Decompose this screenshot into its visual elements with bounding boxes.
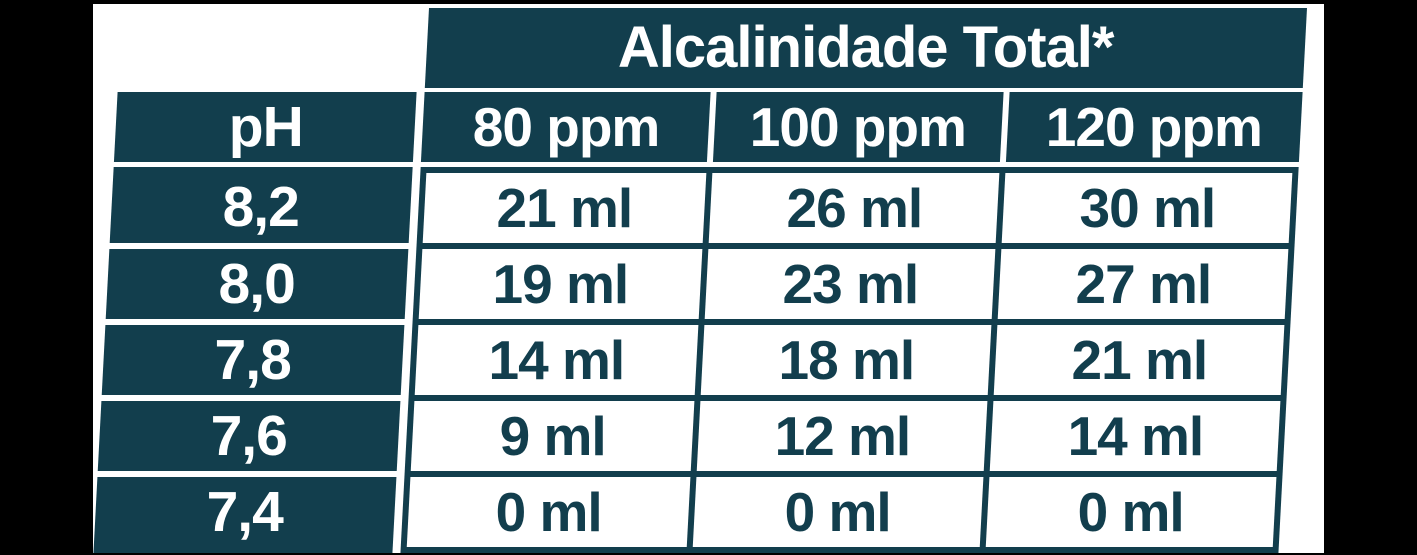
dose-value: 30 ml — [1079, 177, 1215, 239]
table-cell: 18 ml — [700, 325, 992, 395]
dose-value: 0 ml — [1078, 481, 1185, 543]
dose-value: 12 ml — [774, 405, 910, 467]
column-header-80ppm: 80 ppm — [420, 92, 711, 162]
table-cell: 9 ml — [410, 401, 695, 471]
table-cell: 21 ml — [422, 173, 707, 243]
column-header-120ppm: 120 ppm — [1005, 92, 1303, 162]
table-cell: 19 ml — [418, 249, 703, 319]
dosage-table: Alcalinidade Total* pH 80 ppm 100 ppm 12… — [93, 8, 1315, 553]
table-cell: 12 ml — [696, 401, 988, 471]
table-cell: 26 ml — [708, 173, 1000, 243]
column-header-80ppm-label: 80 ppm — [472, 96, 660, 158]
table-cell: 23 ml — [704, 249, 996, 319]
column-header-120ppm-label: 120 ppm — [1046, 96, 1263, 158]
ph-value: 8,2 — [222, 175, 300, 239]
column-header-100ppm: 100 ppm — [712, 92, 1004, 162]
dose-value: 14 ml — [1067, 405, 1203, 467]
dose-value: 0 ml — [495, 481, 602, 543]
span-header-alcalinidade-total: Alcalinidade Total* — [424, 8, 1307, 88]
ph-cell-7-8: 7,8 — [101, 325, 405, 395]
dose-value: 0 ml — [785, 481, 892, 543]
table-cell: 0 ml — [985, 477, 1277, 547]
ph-value: 7,8 — [214, 328, 292, 392]
ph-cell-8-2: 8,2 — [109, 167, 413, 243]
ph-cell-7-4: 7,4 — [93, 477, 397, 553]
dose-value: 9 ml — [499, 405, 606, 467]
table-background: Alcalinidade Total* pH 80 ppm 100 ppm 12… — [93, 4, 1324, 553]
table-cell: 21 ml — [993, 325, 1285, 395]
dose-value: 21 ml — [496, 177, 633, 239]
dose-value: 23 ml — [782, 253, 918, 315]
dose-value: 18 ml — [778, 329, 914, 391]
dose-value: 14 ml — [488, 329, 625, 391]
table-cell: 0 ml — [692, 477, 984, 547]
table-cell: 30 ml — [1001, 173, 1293, 243]
column-header-100ppm-label: 100 ppm — [750, 96, 967, 158]
dose-value: 21 ml — [1071, 329, 1207, 391]
dose-value: 19 ml — [492, 253, 629, 315]
ph-cell-7-6: 7,6 — [97, 401, 401, 471]
dose-value: 26 ml — [786, 177, 922, 239]
ph-cell-8-0: 8,0 — [105, 249, 409, 319]
table-cell: 14 ml — [414, 325, 699, 395]
column-header-ph-label: pH — [228, 95, 303, 159]
ph-value: 7,4 — [206, 480, 284, 544]
table-cell: 0 ml — [406, 477, 691, 547]
table-cell: 27 ml — [997, 249, 1289, 319]
table-cell: 14 ml — [989, 401, 1281, 471]
ph-value: 7,6 — [210, 404, 288, 468]
span-header-label: Alcalinidade Total* — [618, 15, 1114, 80]
column-header-ph: pH — [113, 92, 417, 162]
dose-value: 27 ml — [1075, 253, 1211, 315]
ph-value: 8,0 — [218, 252, 296, 316]
